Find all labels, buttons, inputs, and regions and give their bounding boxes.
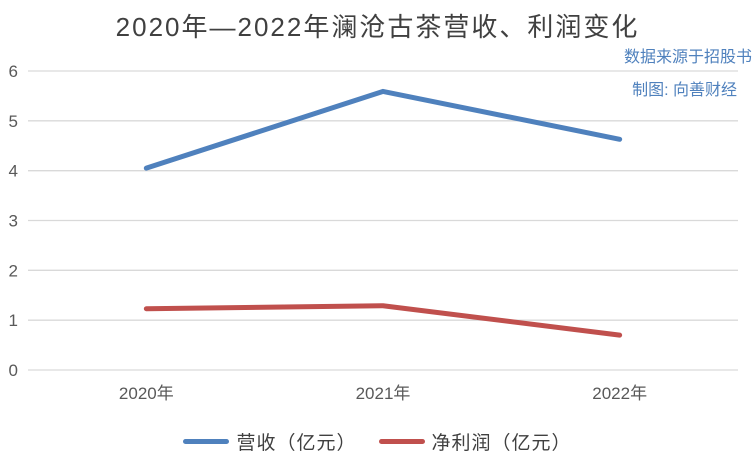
x-axis-tick-label: 2021年 <box>356 384 411 403</box>
legend-label-net-profit: 净利润（亿元） <box>431 433 572 454</box>
source-note: 数据来源于招股书 制图: 向善财经 <box>624 49 752 99</box>
revenue-line-swatch <box>183 439 230 444</box>
y-axis-tick-label: 5 <box>9 112 18 131</box>
x-axis-tick-label: 2020年 <box>119 384 174 403</box>
y-axis-tick-label: 4 <box>9 162 18 181</box>
chart-legend: 营收（亿元） 净利润（亿元） <box>0 428 755 455</box>
y-axis-tick-label: 0 <box>9 361 18 380</box>
legend-label-revenue: 营收（亿元） <box>236 433 357 454</box>
y-axis-tick-label: 3 <box>9 212 18 231</box>
net-profit-line-swatch <box>378 439 425 444</box>
y-axis-tick-label: 6 <box>9 62 18 81</box>
chart-author-text: 制图: 向善财经 <box>632 82 737 99</box>
data-source-text: 数据来源于招股书 <box>623 49 752 66</box>
legend-item-revenue: 营收（亿元） <box>183 428 356 455</box>
y-axis-tick-label: 1 <box>9 311 18 330</box>
legend-item-net-profit: 净利润（亿元） <box>378 428 572 455</box>
x-axis-tick-label: 2022年 <box>592 384 647 403</box>
y-axis-tick-label: 2 <box>9 261 18 280</box>
net-profit-series-line <box>143 303 623 338</box>
chart-title: 2020年—2022年澜沧古茶营收、利润变化 <box>115 12 640 42</box>
revenue-series-line <box>143 88 623 171</box>
